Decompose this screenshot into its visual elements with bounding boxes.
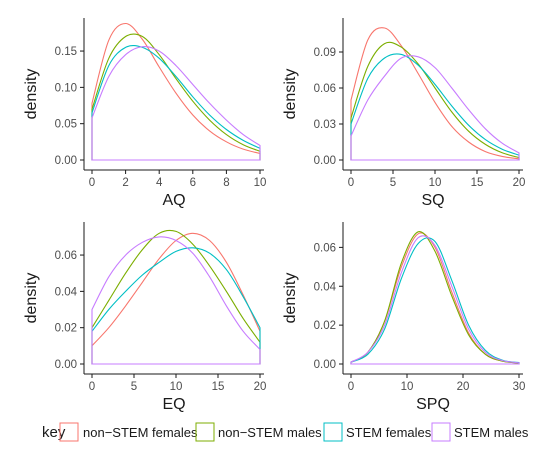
x-tick-label: 2 [122,177,128,189]
y-tick-label: 0.06 [314,242,336,254]
y-axis-title: density [23,69,40,120]
x-tick-label: 10 [254,177,267,189]
x-tick-label: 6 [190,177,196,189]
density-line-non-stem-males [350,231,520,365]
legend-key-nonstem-females [59,422,79,442]
y-tick-label: 0.15 [55,46,77,58]
x-tick-label: 0 [89,381,95,393]
x-tick-label: 10 [170,381,183,393]
y-tick-label: 0.06 [55,250,77,262]
y-axis-title: density [282,69,299,120]
legend-label-stem-males: STEM males [454,425,529,440]
x-tick-label: 8 [223,177,229,189]
y-tick-label: 0.03 [314,119,336,131]
x-axis-title: SQ [421,192,444,209]
x-tick-label: 0 [89,177,95,189]
y-tick-label: 0.06 [314,83,336,95]
y-tick-label: 0.00 [314,155,336,167]
y-tick-label: 0.10 [55,82,77,94]
x-tick-label: 10 [429,177,442,189]
x-tick-label: 0 [348,177,354,189]
legend-item-nonstem-females: non−STEM females [59,422,198,442]
x-tick-label: 4 [156,177,163,189]
y-tick-label: 0.00 [314,359,336,371]
x-tick-label: 5 [131,381,137,393]
y-tick-label: 0.00 [55,359,77,371]
y-axis-title: density [282,273,299,324]
density-line-stem-females [91,247,261,365]
legend-label-nonstem-females: non−STEM females [83,425,198,440]
legend-label-nonstem-males: non−STEM males [218,425,322,440]
x-tick-label: 15 [471,177,484,189]
density-line-stem-females [350,53,520,161]
panel-spq: 0.00 0.02 0.04 0.06 0 10 20 30 SPQ density [282,222,525,413]
legend-key-nonstem-males [195,422,215,442]
density-line-non-stem-females [91,232,261,365]
x-axis-title: EQ [162,396,185,413]
density-line-non-stem-females [350,27,520,161]
legend-item-nonstem-males: non−STEM males [195,422,322,442]
density-line-stem-females [91,45,261,161]
legend-title: key [42,424,66,441]
y-tick-label: 0.00 [55,155,77,167]
x-tick-label: 30 [513,381,526,393]
x-axis-title: AQ [162,192,185,209]
density-line-non-stem-females [91,22,261,161]
x-tick-label: 20 [457,381,470,393]
legend-key-stem-males [431,422,451,442]
density-line-non-stem-males [91,229,261,365]
legend-item-stem-females: STEM females [323,422,432,442]
density-line-stem-males [91,46,261,161]
x-tick-label: 20 [254,381,267,393]
y-tick-label: 0.04 [55,286,78,298]
density-line-non-stem-males [91,33,261,161]
y-tick-label: 0.09 [314,47,336,59]
density-line-non-stem-males [350,41,520,161]
legend-key-stem-females [323,422,343,442]
y-tick-label: 0.05 [55,119,77,131]
density-line-stem-males [350,235,520,365]
legend-label-stem-females: STEM females [346,425,432,440]
x-tick-label: 5 [390,177,396,189]
y-axis-title: density [23,273,40,324]
x-axis-title: SPQ [416,396,450,413]
y-tick-label: 0.02 [314,320,336,332]
x-tick-label: 20 [513,177,526,189]
density-line-stem-females [350,237,520,365]
panel-aq: 0.00 0.05 0.10 0.15 0 2 4 6 8 10 AQ density [23,18,266,209]
x-tick-label: 10 [401,381,414,393]
x-tick-label: 0 [348,381,354,393]
density-line-stem-males [350,55,520,161]
panel-sq: 0.00 0.03 0.06 0.09 0 5 10 15 20 SQ density [282,18,525,209]
density-line-stem-males [91,236,261,365]
x-tick-label: 15 [212,381,225,393]
y-tick-label: 0.04 [314,281,337,293]
legend: key non−STEM females non−STEM males STEM… [42,422,529,442]
y-tick-label: 0.02 [55,323,77,335]
facet-panels: 0.00 0.05 0.10 0.15 0 2 4 6 8 10 AQ density 0.00 0.03… [23,18,525,413]
legend-item-stem-males: STEM males [431,422,529,442]
panel-eq: 0.00 0.02 0.04 0.06 0 5 10 15 20 EQ density [23,222,266,413]
